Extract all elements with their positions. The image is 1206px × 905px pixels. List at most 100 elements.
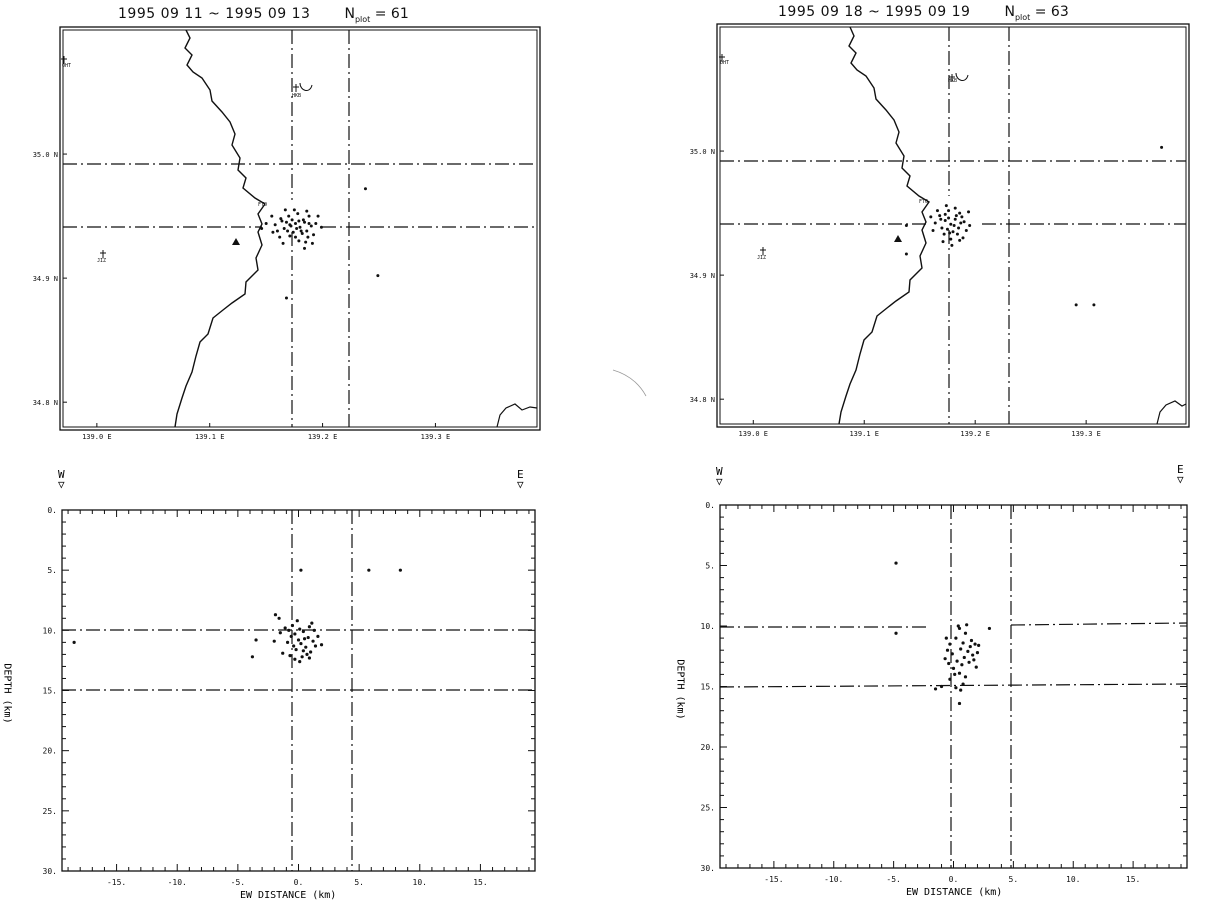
right-map-ref-lines — [720, 27, 1186, 424]
left-section-hypocenter-point — [307, 656, 312, 660]
right-title: 1995 09 18 ~ 1995 09 19 Nplot = 63 — [778, 4, 1069, 22]
right-section-hypocenter-point — [956, 624, 960, 628]
right-map-epicenter-point — [953, 217, 957, 221]
right-section-hypocenter-point — [955, 659, 959, 663]
left-map-epicenter-point — [304, 240, 308, 244]
right-section-hypocenter-point — [961, 641, 965, 645]
stray-mark — [612, 369, 647, 397]
left-map: 34.8 N 34.9 N 35.0 N 139.0 E 139.1 E 139.2 E… — [33, 26, 541, 441]
left-section-hypocenter-point — [305, 652, 309, 657]
left-map-epicenter-point — [305, 229, 309, 233]
left-map-station-label: JIZ — [97, 258, 106, 264]
right-section-hypocenter-point — [933, 687, 938, 691]
left-section-hypocenter-point — [299, 568, 303, 572]
left-section-hypocenter-point — [398, 568, 402, 572]
right-map-frame-outer — [716, 23, 1190, 428]
left-map-epicenter-point — [264, 222, 268, 226]
left-section-depth-label: 10. — [43, 626, 57, 635]
right-map-epicenter-point — [964, 228, 968, 232]
right-section-distance-label: 15. — [1126, 875, 1140, 884]
right-section-hypocenter-point — [974, 665, 978, 669]
right-map-lon-label: 139.1 E — [849, 430, 879, 438]
left-section-hypocenter-point — [273, 613, 278, 617]
right-section-hypocenter-point — [971, 653, 975, 657]
left-section-hypocenter-point — [285, 640, 290, 644]
right-map-epicenter-point — [933, 221, 937, 225]
left-map-epicenter-point — [307, 214, 311, 218]
left-map-station-label: FTO — [258, 202, 267, 208]
left-map-epicenter-point — [303, 246, 307, 250]
left-map-epicenter-point — [309, 224, 313, 228]
left-west-marker: W ▽ — [58, 468, 65, 491]
right-section-hypocenter-point — [973, 642, 977, 646]
left-map-epicenter-point — [312, 233, 316, 237]
left-map-coastline — [174, 29, 267, 428]
right-map-epicenter-point — [954, 214, 958, 218]
right-map-lat-label: 34.8 N — [690, 396, 715, 404]
right-map-epicenter-point — [962, 220, 966, 224]
left-section-depth-label: 15. — [43, 687, 57, 696]
right-section-distance-label: -5. — [886, 875, 900, 884]
left-map-epicenter-point — [297, 239, 301, 243]
right-section: 0. 5. 10. 15. 20. 25. 30. -15. -10. -5. 0. 5. 10. 15… — [701, 501, 1188, 884]
left-section-distance-label: 10. — [413, 878, 427, 887]
left-section-hypocenter-point — [287, 628, 291, 632]
left-section-distance-label: -10. — [168, 878, 187, 887]
right-map-epicenter-point — [939, 217, 943, 221]
right-section-depth-label: 0. — [705, 501, 715, 510]
left-section-hypocenter-point — [281, 651, 285, 655]
right-map-stations — [719, 54, 969, 255]
right-map-epicenter-point — [949, 237, 953, 241]
right-map: 34.8 N 34.9 N 35.0 N 139.0 E 139.1 E 139.2 E… — [690, 23, 1190, 438]
right-section-hypocenter-point — [894, 631, 898, 635]
right-section-depth-label: 10. — [701, 622, 715, 631]
right-map-epicenter-point — [942, 232, 946, 236]
right-section-distance-label: -15. — [764, 875, 783, 884]
right-map-epicenter-point — [959, 221, 963, 225]
right-map-epicenter-point — [941, 240, 945, 244]
left-section-hypocenter-point — [301, 629, 305, 634]
left-section-hypocenter-point — [293, 632, 297, 636]
right-map-epicenter-point — [1074, 303, 1078, 307]
left-map-coastline-se — [496, 403, 538, 428]
right-map-epicenter-point — [929, 215, 933, 219]
left-map-epicenter-point — [288, 223, 292, 227]
left-section-hypocenter-point — [292, 644, 296, 648]
right-section-hypocenter-point — [959, 688, 963, 692]
left-map-epicenter-point — [293, 222, 297, 226]
right-section-frame — [719, 504, 1188, 869]
right-east-marker: E ▽ — [1177, 463, 1184, 486]
left-map-triangle-marker — [232, 238, 240, 245]
right-map-epicenter-point — [904, 224, 908, 227]
right-section-hypocenter-point — [975, 651, 980, 655]
left-map-epicenter-point — [280, 219, 284, 223]
right-section-hypocenter-point — [961, 682, 965, 686]
left-section-hypocenter-point — [283, 626, 287, 630]
left-map-stations — [61, 56, 313, 258]
left-section-distance-label: 0. — [294, 878, 304, 887]
right-map-lon-label: 139.2 E — [960, 430, 990, 438]
right-map-epicenter-point — [940, 226, 944, 230]
right-map-epicenter-point — [943, 212, 947, 216]
left-map-epicenter-point — [271, 230, 275, 234]
left-map-epicenter-point — [297, 219, 301, 223]
left-map-epicenter-point — [273, 223, 277, 227]
left-section-hypocenter-point — [296, 638, 301, 642]
left-map-epicenter-point — [270, 214, 274, 218]
right-section-hypocenter-point — [959, 647, 963, 651]
left-section-ylabel: DEPTH (km) — [1, 663, 13, 724]
left-map-station-label: HKB — [292, 93, 301, 99]
left-map-epicenter-point — [305, 209, 309, 213]
left-section-hypocenter-point — [319, 643, 324, 647]
left-map-station-label: OHT — [62, 63, 71, 69]
left-section-hypocenter-point — [254, 638, 258, 642]
left-map-epicenter-point — [295, 227, 299, 230]
right-map-epicenter-point — [968, 224, 972, 227]
right-section-distance-label: 0. — [949, 875, 959, 884]
right-map-lat-label: 35.0 N — [690, 148, 715, 156]
left-map-epicenter-point — [281, 241, 285, 245]
right-section-hypocenter-point — [947, 661, 951, 666]
left-section-hypocenter-point — [302, 637, 307, 641]
left-section-hypocenter-point — [294, 647, 298, 652]
left-section-hypocenter-point — [300, 655, 304, 659]
